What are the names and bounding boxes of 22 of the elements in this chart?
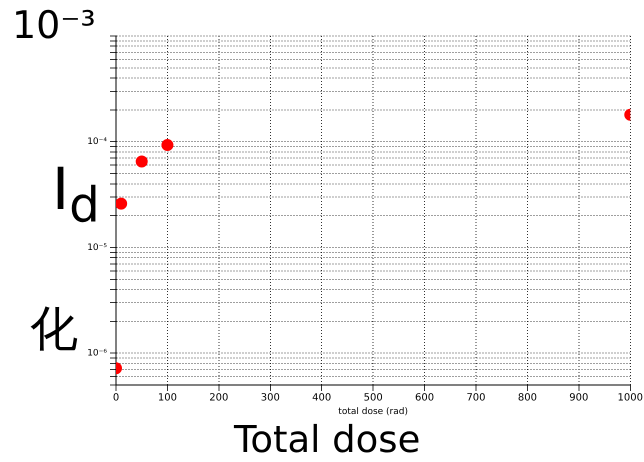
x-tick-label: 400: [312, 392, 332, 404]
text: 10⁻³: [12, 3, 96, 47]
x-tick-label: 700: [466, 392, 486, 404]
x-tick-label: 0: [112, 392, 120, 404]
y-tick-label: 10⁻⁴: [87, 137, 108, 148]
point: [161, 139, 174, 152]
x-tick-label: 600: [415, 392, 434, 404]
x-axis-title: total dose (rad): [338, 406, 408, 417]
x-tick-label: 100: [158, 392, 177, 404]
x-tick-label: 1000: [618, 392, 643, 404]
y-tick-label: 10⁻⁶: [87, 348, 108, 359]
y-tick-label: 10⁻⁵: [87, 242, 108, 253]
text: Total dose: [234, 418, 420, 461]
y-axis-title: I$_{d}$: [52, 155, 100, 234]
x-tick-label: 900: [569, 392, 588, 404]
point: [116, 198, 128, 210]
x-tick-label: 200: [209, 392, 228, 404]
x-tick-label: 500: [364, 392, 383, 404]
x-tick-label: 800: [518, 392, 537, 404]
text: 化: [30, 301, 78, 357]
point: [136, 156, 148, 168]
x-tick-label: 300: [260, 392, 280, 404]
